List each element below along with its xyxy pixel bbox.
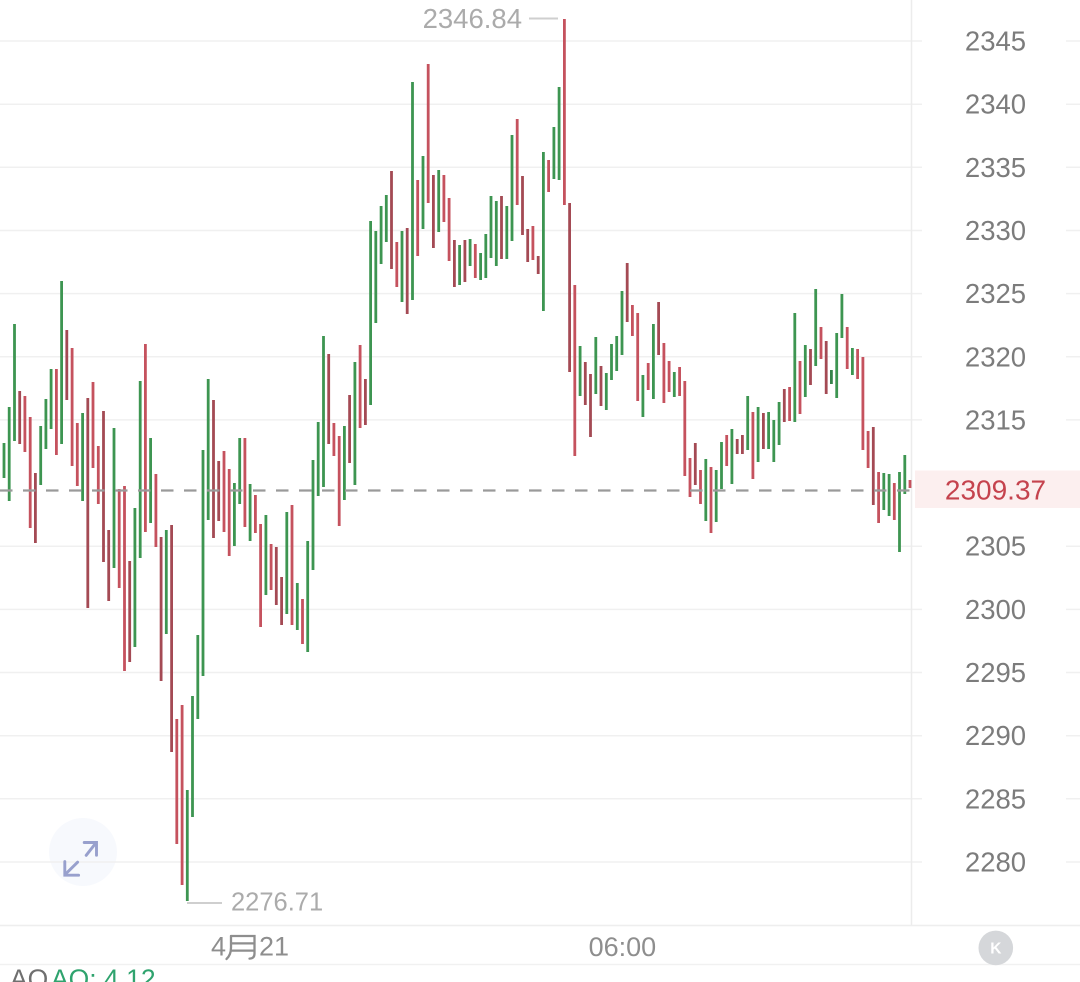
svg-text:AO: AO [10, 964, 48, 982]
svg-text:2280: 2280 [965, 847, 1026, 878]
svg-text:2305: 2305 [965, 531, 1026, 562]
svg-text:2300: 2300 [965, 594, 1026, 625]
svg-text:2330: 2330 [965, 215, 1026, 246]
svg-text:2325: 2325 [965, 278, 1026, 309]
svg-text:AO: 4.12: AO: 4.12 [51, 964, 156, 982]
svg-text:2309.37: 2309.37 [945, 475, 1046, 506]
svg-text:2295: 2295 [965, 657, 1026, 688]
svg-text:2276.71: 2276.71 [231, 889, 323, 917]
svg-text:2320: 2320 [965, 341, 1026, 372]
svg-text:2290: 2290 [965, 720, 1026, 751]
svg-text:06:00: 06:00 [589, 932, 657, 962]
svg-text:2335: 2335 [965, 152, 1026, 183]
svg-text:K: K [990, 940, 1002, 957]
svg-text:2346.84: 2346.84 [423, 3, 522, 34]
svg-text:2345: 2345 [965, 26, 1026, 57]
svg-text:21: 21 [259, 932, 289, 962]
svg-text:2340: 2340 [965, 89, 1026, 120]
svg-text:2315: 2315 [965, 404, 1026, 435]
svg-text:2285: 2285 [965, 783, 1026, 814]
svg-text:4: 4 [211, 932, 226, 962]
